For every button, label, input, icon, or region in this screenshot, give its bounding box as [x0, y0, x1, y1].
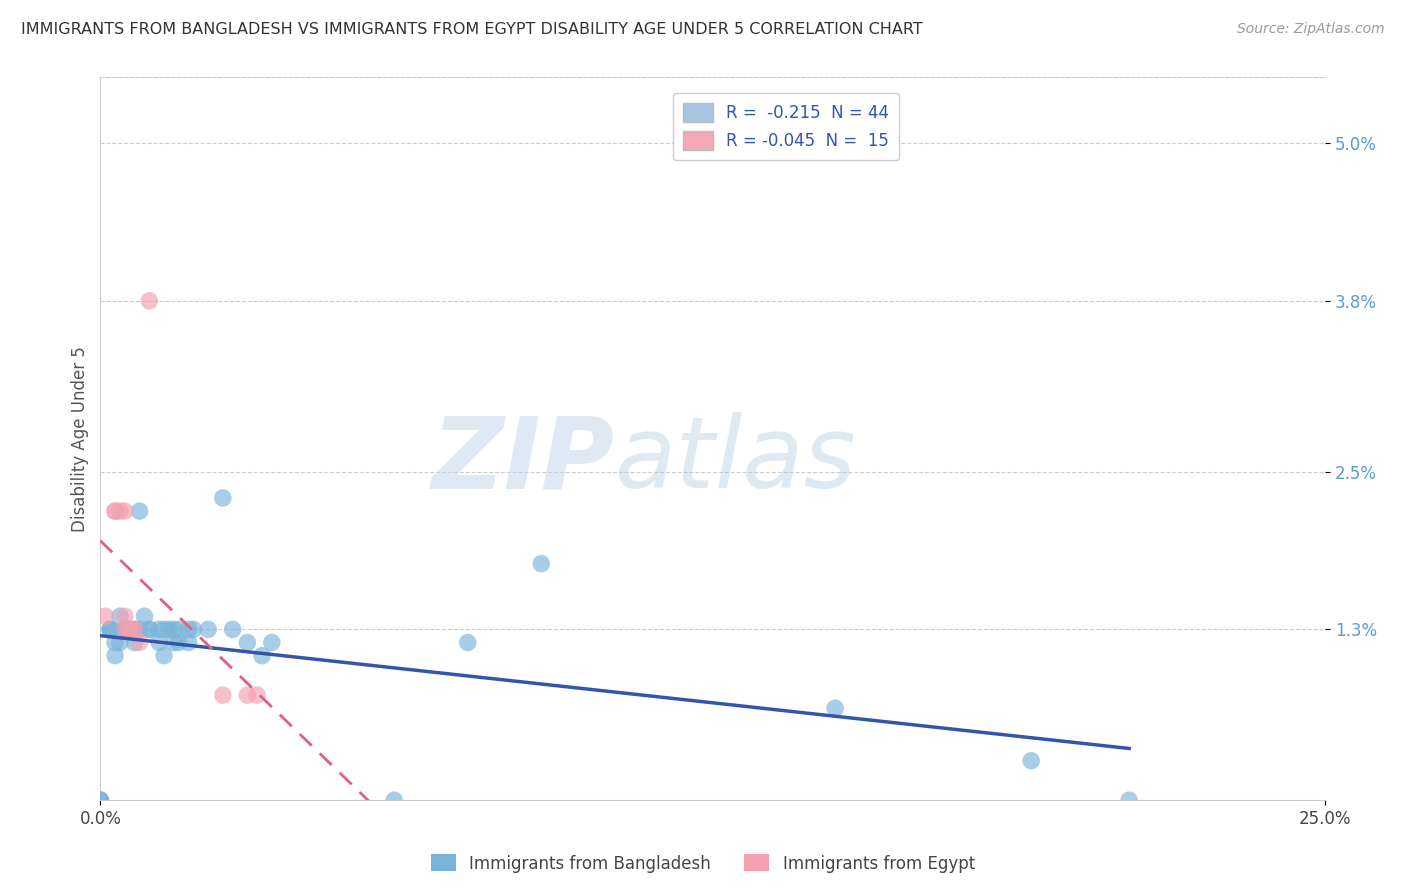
- Point: [153, 648, 176, 663]
- Point: [183, 623, 205, 637]
- Point: [824, 701, 846, 715]
- Point: [108, 504, 131, 518]
- Point: [98, 623, 121, 637]
- Point: [104, 635, 127, 649]
- Point: [118, 623, 141, 637]
- Text: IMMIGRANTS FROM BANGLADESH VS IMMIGRANTS FROM EGYPT DISABILITY AGE UNDER 5 CORRE: IMMIGRANTS FROM BANGLADESH VS IMMIGRANTS…: [21, 22, 922, 37]
- Point: [211, 491, 233, 505]
- Point: [167, 623, 190, 637]
- Text: Source: ZipAtlas.com: Source: ZipAtlas.com: [1237, 22, 1385, 37]
- Point: [163, 635, 186, 649]
- Point: [138, 623, 160, 637]
- Point: [98, 623, 121, 637]
- Point: [118, 623, 141, 637]
- Point: [89, 793, 111, 807]
- Point: [124, 635, 146, 649]
- Point: [236, 688, 259, 702]
- Point: [124, 623, 146, 637]
- Point: [128, 623, 150, 637]
- Point: [118, 623, 141, 637]
- Text: ZIP: ZIP: [432, 412, 614, 509]
- Point: [1118, 793, 1140, 807]
- Point: [250, 648, 273, 663]
- Point: [104, 504, 127, 518]
- Point: [236, 635, 259, 649]
- Point: [246, 688, 269, 702]
- Point: [134, 609, 156, 624]
- Point: [457, 635, 479, 649]
- Y-axis label: Disability Age Under 5: Disability Age Under 5: [72, 346, 89, 532]
- Point: [108, 635, 131, 649]
- Point: [89, 793, 111, 807]
- Point: [530, 557, 553, 571]
- Point: [211, 688, 233, 702]
- Point: [124, 623, 146, 637]
- Point: [177, 623, 200, 637]
- Point: [382, 793, 405, 807]
- Point: [260, 635, 283, 649]
- Point: [163, 623, 186, 637]
- Point: [148, 635, 170, 649]
- Point: [94, 609, 117, 624]
- Point: [114, 609, 136, 624]
- Point: [177, 635, 200, 649]
- Point: [104, 504, 127, 518]
- Point: [114, 623, 136, 637]
- Point: [114, 623, 136, 637]
- Point: [167, 635, 190, 649]
- Point: [148, 623, 170, 637]
- Point: [108, 609, 131, 624]
- Point: [157, 623, 180, 637]
- Point: [128, 504, 150, 518]
- Point: [153, 623, 176, 637]
- Point: [114, 623, 136, 637]
- Point: [89, 793, 111, 807]
- Point: [98, 623, 121, 637]
- Point: [1019, 754, 1042, 768]
- Point: [104, 648, 127, 663]
- Legend: Immigrants from Bangladesh, Immigrants from Egypt: Immigrants from Bangladesh, Immigrants f…: [425, 847, 981, 880]
- Text: atlas: atlas: [614, 412, 856, 509]
- Point: [138, 623, 160, 637]
- Point: [128, 635, 150, 649]
- Point: [221, 623, 243, 637]
- Point: [197, 623, 219, 637]
- Point: [138, 293, 160, 308]
- Point: [114, 504, 136, 518]
- Legend: R =  -0.215  N = 44, R = -0.045  N =  15: R = -0.215 N = 44, R = -0.045 N = 15: [673, 93, 900, 160]
